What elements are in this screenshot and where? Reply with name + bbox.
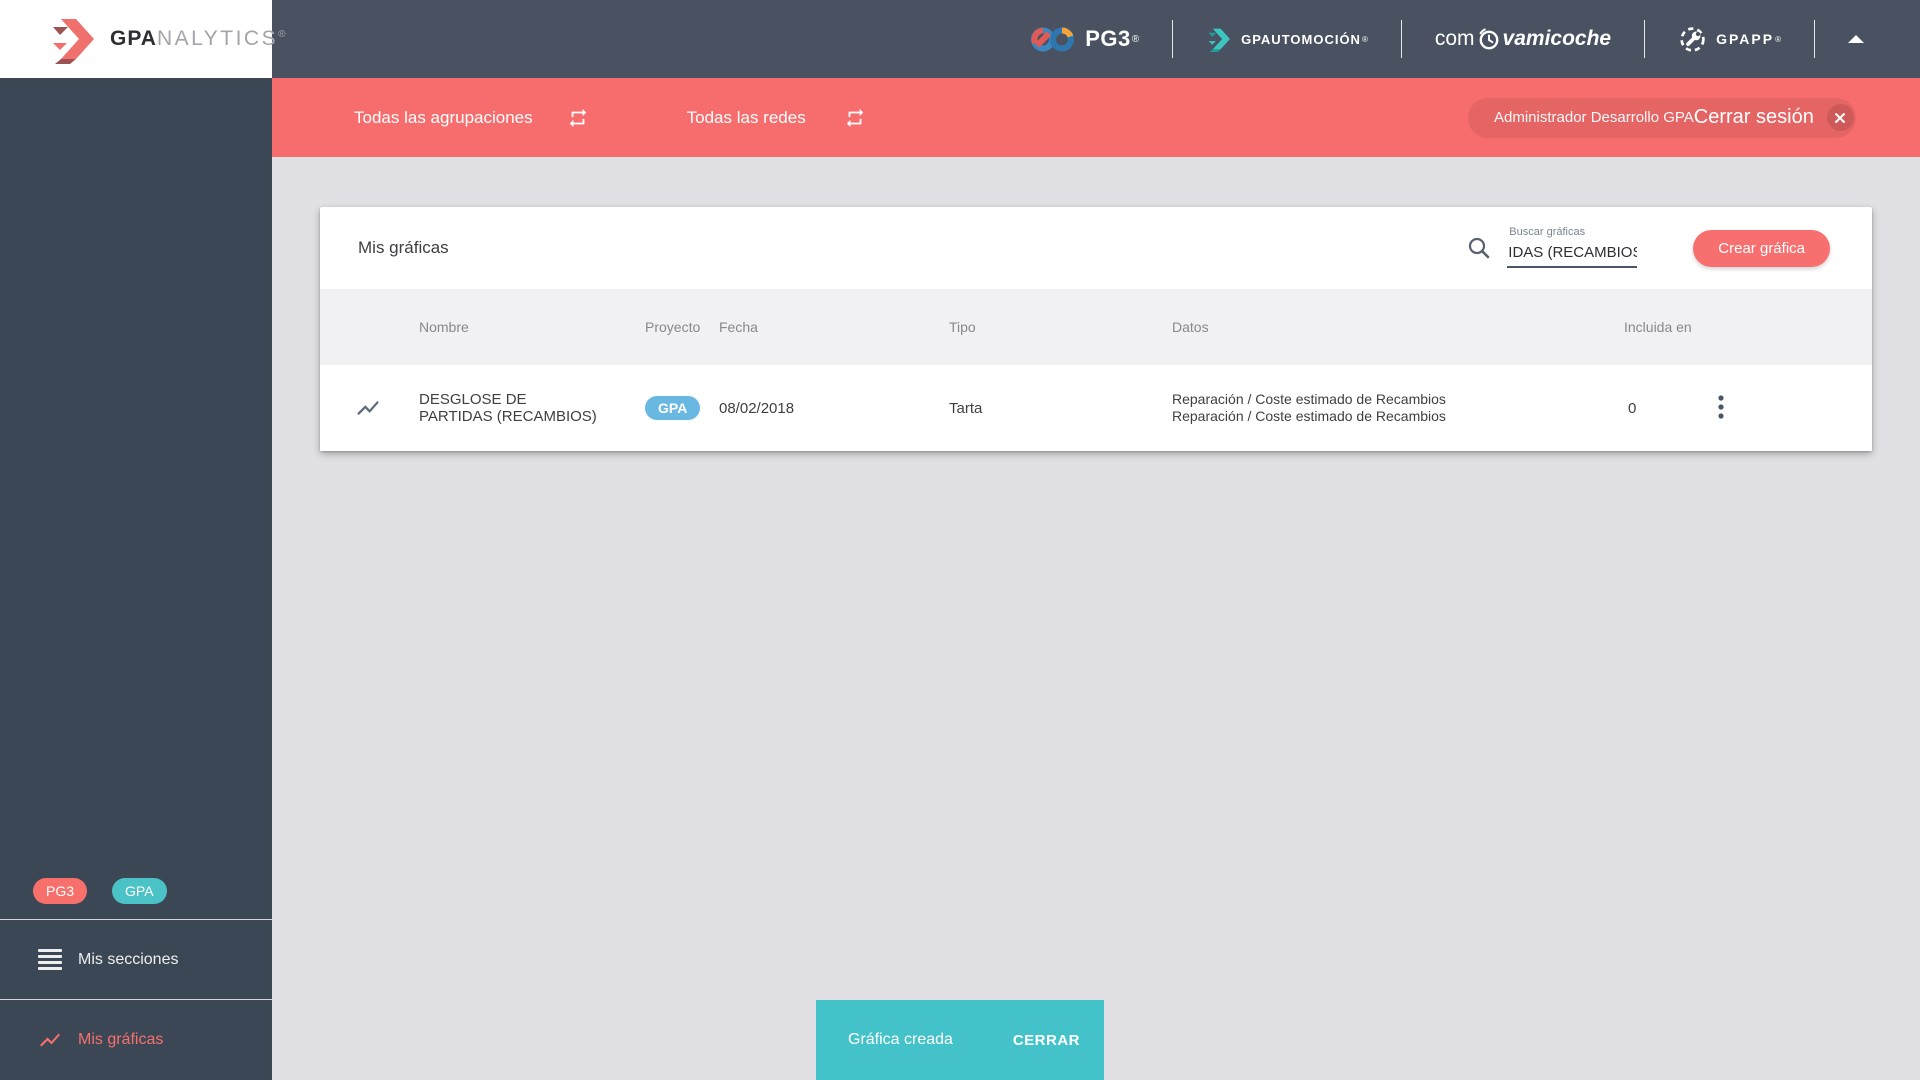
table-header: Nombre Proyecto Fecha Tipo Datos Incluid… bbox=[320, 289, 1872, 365]
clock-icon bbox=[1477, 27, 1501, 51]
search-field-label: Buscar gráficas bbox=[1509, 226, 1586, 238]
gpanalytics-wordmark: GPANALYTICS® bbox=[110, 27, 285, 51]
partner-logos: PG3 ® GPAUTOMOCIÓN ® com bbox=[1031, 0, 1864, 78]
search-field: Buscar gráficas bbox=[1507, 226, 1638, 268]
pg3-infinity-icon bbox=[1031, 23, 1075, 56]
sidebar-divider bbox=[0, 919, 272, 920]
all-networks-selector[interactable]: Todas las redes bbox=[686, 107, 806, 127]
column-header-incluida-en: Incluida en bbox=[1624, 319, 1692, 335]
gpanalytics-logo: GPANALYTICS® bbox=[0, 0, 285, 78]
logo-divider bbox=[1172, 20, 1174, 58]
pg3-logo: PG3 ® bbox=[1031, 23, 1139, 56]
session-pill: Administrador Desarrollo GPA Cerrar sesi… bbox=[1468, 97, 1856, 138]
sidebar-item-mis-graficas[interactable]: Mis gráficas bbox=[0, 1000, 272, 1080]
chart-data-sources: Reparación / Coste estimado de Recambios… bbox=[1172, 391, 1624, 425]
line-chart-icon bbox=[38, 1028, 62, 1052]
pg3-label: PG3 bbox=[1085, 26, 1131, 51]
project-badge: GPA bbox=[645, 396, 701, 420]
filter-bar: Todas las agrupaciones Todas las redes A… bbox=[272, 78, 1920, 157]
registered-mark: ® bbox=[1131, 33, 1140, 45]
column-header-tipo: Tipo bbox=[949, 319, 976, 335]
search-icon[interactable] bbox=[1466, 235, 1492, 261]
registered-mark: ® bbox=[1775, 34, 1781, 44]
data-source-line: Reparación / Coste estimado de Recambios bbox=[1172, 391, 1446, 407]
my-charts-card: Mis gráficas Buscar gráficas Crear gráfi… bbox=[320, 207, 1872, 451]
chart-name: DESGLOSE DE PARTIDAS (RECAMBIOS) bbox=[419, 391, 597, 425]
gpapp-logo: GPAPP ® bbox=[1678, 25, 1781, 54]
toast-notification: Gráfica creada CERRAR bbox=[816, 1000, 1104, 1080]
column-header-proyecto: Proyecto bbox=[645, 319, 701, 335]
pg3-badge[interactable]: PG3 bbox=[33, 878, 88, 904]
column-header-nombre: Nombre bbox=[419, 319, 469, 335]
search-input[interactable] bbox=[1507, 243, 1638, 268]
sidebar-badges: PG3 GPA bbox=[33, 878, 167, 904]
project-cell: GPA bbox=[645, 396, 719, 420]
data-source-line: Reparación / Coste estimado de Recambios bbox=[1172, 408, 1446, 424]
gpanalytics-arrow-icon bbox=[48, 14, 98, 64]
toast-close-button[interactable]: CERRAR bbox=[1012, 1031, 1080, 1049]
card-header: Mis gráficas Buscar gráficas Crear gráfi… bbox=[320, 207, 1872, 289]
registered-mark: ® bbox=[278, 29, 286, 40]
collapse-header-arrow[interactable] bbox=[1848, 35, 1864, 43]
compravamicoche-suffix: vamicoche bbox=[1502, 27, 1612, 50]
swap-groupings-icon[interactable] bbox=[567, 107, 589, 129]
column-header-datos: Datos bbox=[1172, 319, 1209, 335]
all-groupings-selector[interactable]: Todas las agrupaciones bbox=[354, 107, 533, 127]
toast-message: Gráfica creada bbox=[848, 1031, 953, 1048]
compravamicoche-prefix: com bbox=[1434, 27, 1475, 50]
logout-button[interactable]: Cerrar sesión bbox=[1693, 106, 1814, 128]
gpanalytics-wordmark-light: NALYTICS bbox=[156, 27, 279, 50]
sidebar-item-label: Mis gráficas bbox=[78, 1031, 164, 1048]
chart-date: 08/02/2018 bbox=[719, 399, 795, 417]
logo-divider bbox=[1400, 20, 1402, 58]
gpanalytics-wordmark-bold: GPA bbox=[110, 27, 157, 50]
sidebar-item-mis-secciones[interactable]: Mis secciones bbox=[0, 920, 272, 999]
page-title: Mis gráficas bbox=[358, 238, 449, 257]
table-row[interactable]: DESGLOSE DE PARTIDAS (RECAMBIOS) GPA 08/… bbox=[320, 365, 1872, 451]
gpautomocion-arrow-icon bbox=[1206, 26, 1232, 52]
sections-menu-icon bbox=[38, 949, 62, 970]
sidebar: PG3 GPA Mis secciones Mis gráficas bbox=[0, 78, 272, 1080]
chart-type: Tarta bbox=[949, 399, 983, 417]
row-menu-kebab-icon[interactable] bbox=[1704, 393, 1872, 423]
sidebar-divider bbox=[0, 999, 272, 1000]
compravamicoche-logo: com vamicoche bbox=[1435, 27, 1611, 51]
chart-type-icon bbox=[320, 395, 419, 421]
logo-divider bbox=[1644, 20, 1646, 58]
app-header: PG3 ® GPAUTOMOCIÓN ® com bbox=[0, 0, 1920, 78]
logout-x-icon[interactable] bbox=[1826, 104, 1854, 131]
logo-divider bbox=[1814, 20, 1815, 58]
create-chart-button[interactable]: Crear gráfica bbox=[1693, 229, 1830, 267]
included-in-count: 0 bbox=[1628, 399, 1637, 417]
gpapp-wrench-icon bbox=[1678, 25, 1707, 54]
gpa-badge[interactable]: GPA bbox=[112, 878, 167, 904]
column-header-fecha: Fecha bbox=[719, 319, 758, 335]
logged-in-user: Administrador Desarrollo GPA bbox=[1494, 109, 1694, 126]
gpapp-label: GPAPP bbox=[1716, 31, 1775, 47]
swap-networks-icon[interactable] bbox=[844, 107, 866, 129]
registered-mark: ® bbox=[1361, 34, 1368, 44]
gpautomocion-logo: GPAUTOMOCIÓN ® bbox=[1206, 26, 1368, 52]
gpautomocion-label: GPAUTOMOCIÓN bbox=[1241, 31, 1361, 47]
sidebar-item-label: Mis secciones bbox=[78, 950, 179, 968]
